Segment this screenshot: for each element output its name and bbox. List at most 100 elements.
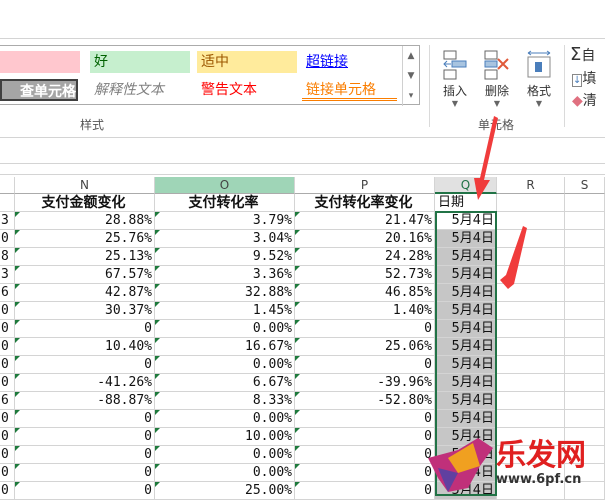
cell[interactable]: 28.88%	[15, 212, 155, 230]
cell[interactable]: 0	[0, 320, 15, 338]
cell[interactable]: 3.36%	[155, 266, 295, 284]
cell[interactable]: 6	[0, 392, 15, 410]
cell[interactable]: 0	[15, 356, 155, 374]
cell[interactable]	[497, 266, 565, 284]
cell[interactable]: 0	[295, 428, 435, 446]
cell[interactable]: 0	[295, 356, 435, 374]
cell[interactable]: 21.47%	[295, 212, 435, 230]
cell[interactable]: 1.45%	[155, 302, 295, 320]
cell[interactable]	[497, 464, 565, 482]
clear-button[interactable]: ◆清	[572, 93, 597, 109]
cell[interactable]: 0.00%	[155, 320, 295, 338]
cell[interactable]: 67.57%	[15, 266, 155, 284]
cell[interactable]: 0	[0, 410, 15, 428]
cell[interactable]: 10.40%	[15, 338, 155, 356]
cell[interactable]: 0	[15, 446, 155, 464]
cell[interactable]: 25.76%	[15, 230, 155, 248]
cell[interactable]: 0	[0, 302, 15, 320]
cell[interactable]: 支付转化率变化	[295, 194, 435, 212]
cell[interactable]	[497, 428, 565, 446]
cell[interactable]: 5月4日	[435, 392, 497, 410]
cell[interactable]: 5月4日	[435, 230, 497, 248]
formula-bar[interactable]	[0, 163, 605, 164]
cell[interactable]: 20.16%	[295, 230, 435, 248]
cell[interactable]: 0	[15, 410, 155, 428]
cell[interactable]: 0	[0, 428, 15, 446]
cell[interactable]: -39.96%	[295, 374, 435, 392]
cell[interactable]: -88.87%	[15, 392, 155, 410]
autosum-button[interactable]: Σ自	[570, 44, 596, 65]
column-header-N[interactable]: N	[15, 177, 155, 194]
cell[interactable]: 0	[0, 464, 15, 482]
cell[interactable]: 5月4日	[435, 320, 497, 338]
cell[interactable]: 0	[15, 428, 155, 446]
column-header-partial[interactable]	[0, 177, 15, 194]
column-header-O[interactable]: O	[155, 177, 295, 194]
cell-style-2[interactable]: 适中	[197, 51, 297, 73]
cell[interactable]	[497, 320, 565, 338]
cell[interactable]	[0, 194, 15, 212]
cell-style-5[interactable]: 解释性文本	[90, 79, 190, 101]
cell[interactable]: 9.52%	[155, 248, 295, 266]
cell[interactable]: 5月4日	[435, 356, 497, 374]
cell-style-7[interactable]: 链接单元格	[302, 79, 397, 101]
cell[interactable]: 16.67%	[155, 338, 295, 356]
cell[interactable]: 0	[0, 356, 15, 374]
cell[interactable]	[497, 302, 565, 320]
cell[interactable]: 24.28%	[295, 248, 435, 266]
cell[interactable]: 0.00%	[155, 410, 295, 428]
gallery-scroll-up[interactable]: ▲	[402, 46, 419, 66]
format-button[interactable]: 格式 ▼	[517, 48, 561, 108]
cell[interactable]: 30.37%	[15, 302, 155, 320]
cell[interactable]: 0	[295, 446, 435, 464]
cell[interactable]: -41.26%	[15, 374, 155, 392]
cell[interactable]: 3	[0, 212, 15, 230]
cell[interactable]: 6.67%	[155, 374, 295, 392]
cell[interactable]	[497, 248, 565, 266]
gallery-scroll-down[interactable]: ▼	[402, 66, 419, 86]
cell[interactable]	[497, 446, 565, 464]
cell[interactable]: 3.79%	[155, 212, 295, 230]
cell[interactable]: 32.88%	[155, 284, 295, 302]
cell-style-3[interactable]: 超链接	[302, 51, 397, 73]
cell[interactable]: 0	[15, 464, 155, 482]
cell[interactable]: -52.80%	[295, 392, 435, 410]
cell[interactable]: 0	[295, 320, 435, 338]
gallery-more[interactable]: ▾	[402, 86, 419, 106]
cell-style-6[interactable]: 警告文本	[197, 79, 297, 101]
cell[interactable]: 支付金额变化	[15, 194, 155, 212]
cell[interactable]: 25.13%	[15, 248, 155, 266]
cell[interactable]: 42.87%	[15, 284, 155, 302]
cell[interactable]: 0	[0, 230, 15, 248]
cell[interactable]	[497, 374, 565, 392]
cell-style-1[interactable]: 好	[90, 51, 190, 73]
cell[interactable]: 52.73%	[295, 266, 435, 284]
cell-style-0[interactable]	[0, 51, 80, 73]
cell[interactable]: 8	[0, 248, 15, 266]
cell[interactable]: 5月4日	[435, 248, 497, 266]
cell[interactable]: 10.00%	[155, 428, 295, 446]
cell[interactable]	[497, 338, 565, 356]
cell[interactable]	[497, 230, 565, 248]
cell[interactable]: 支付转化率	[155, 194, 295, 212]
cell[interactable]: 5月4日	[435, 266, 497, 284]
cell[interactable]: 0.00%	[155, 464, 295, 482]
cell[interactable]: 6	[0, 284, 15, 302]
cell[interactable]: 25.06%	[295, 338, 435, 356]
cell[interactable]	[497, 410, 565, 428]
cell[interactable]: 3	[0, 266, 15, 284]
cell[interactable]: 0	[295, 464, 435, 482]
cell-style-4[interactable]: 查单元格	[0, 79, 78, 101]
cell[interactable]: 0	[15, 320, 155, 338]
cell[interactable]: 5月4日	[435, 338, 497, 356]
cell[interactable]: 0.00%	[155, 446, 295, 464]
cell[interactable]: 0	[295, 410, 435, 428]
cell[interactable]	[497, 392, 565, 410]
cell[interactable]: 5月4日	[435, 284, 497, 302]
column-header-P[interactable]: P	[295, 177, 435, 194]
cell[interactable]: 0	[0, 374, 15, 392]
cell[interactable]	[497, 194, 565, 212]
cell[interactable]	[497, 212, 565, 230]
cell[interactable]: 0	[0, 338, 15, 356]
cell[interactable]	[497, 284, 565, 302]
